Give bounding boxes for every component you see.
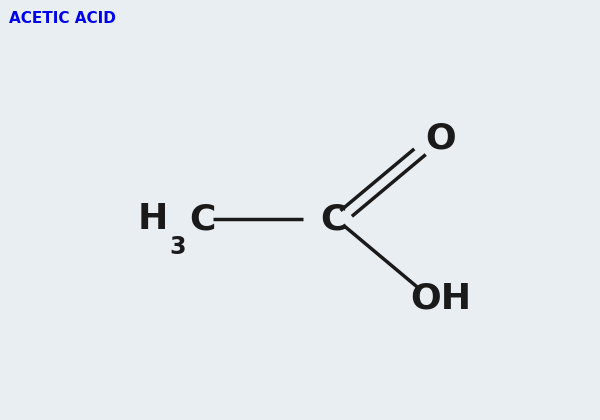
Text: C: C [320, 202, 346, 236]
Text: 3: 3 [169, 235, 186, 259]
Text: C: C [189, 202, 215, 236]
Text: ACETIC ACID: ACETIC ACID [9, 11, 116, 26]
Text: O: O [425, 121, 457, 155]
Text: OH: OH [410, 281, 472, 315]
Text: H: H [137, 202, 168, 236]
